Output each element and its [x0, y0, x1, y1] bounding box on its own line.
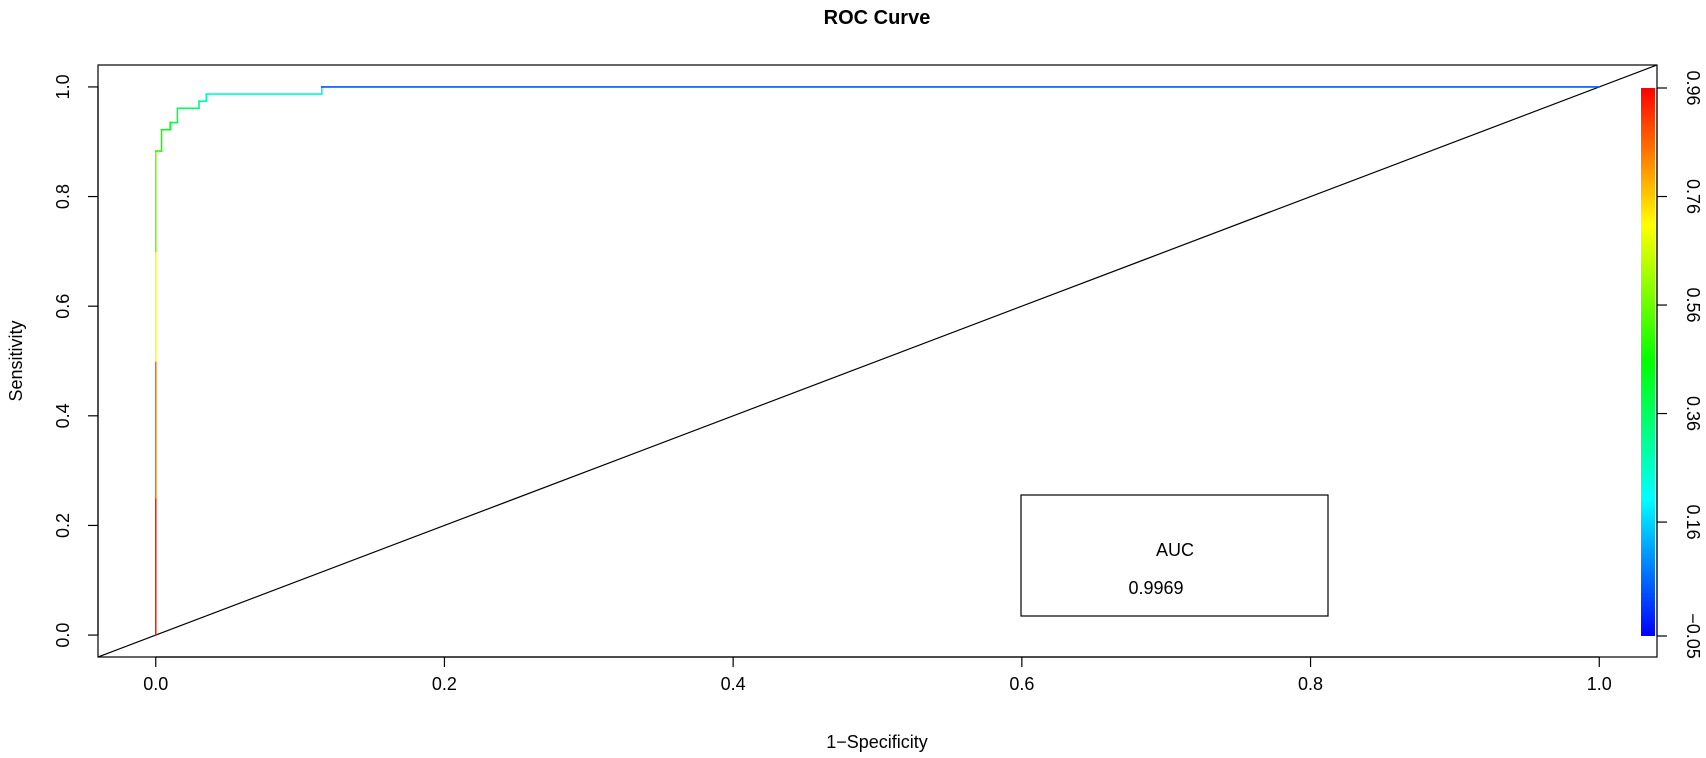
- y-tick-label: 0.2: [53, 513, 73, 538]
- colorbar-tick-label: −0.05: [1683, 613, 1703, 659]
- y-tick-label: 1.0: [53, 74, 73, 99]
- x-tick-label: 0.4: [721, 674, 746, 694]
- y-tick-label: 0.6: [53, 294, 73, 319]
- colorbar-tick-label: 0.96: [1683, 70, 1703, 105]
- x-tick-label: 1.0: [1587, 674, 1612, 694]
- x-axis: 0.0 0.2 0.4 0.6 0.8 1.0: [143, 656, 1612, 694]
- y-tick-label: 0.0: [53, 623, 73, 648]
- colorbar-tick-label: 0.56: [1683, 288, 1703, 323]
- chart-title: ROC Curve: [824, 7, 931, 29]
- colorbar-tick-label: 0.16: [1683, 505, 1703, 540]
- x-tick-label: 0.0: [143, 674, 168, 694]
- colorbar-strip: [1641, 88, 1655, 636]
- colorbar-tick-label: 0.76: [1683, 179, 1703, 214]
- colorbar: −0.05 0.16 0.36 0.56 0.76 0.96: [1641, 70, 1703, 659]
- x-tick-label: 0.6: [1009, 674, 1034, 694]
- x-tick-label: 0.8: [1298, 674, 1323, 694]
- colorbar-axis: −0.05 0.16 0.36 0.56 0.76 0.96: [1656, 70, 1703, 659]
- auc-legend-title: AUC: [1156, 540, 1194, 560]
- y-tick-label: 0.4: [53, 403, 73, 428]
- roc-curve: [154, 86, 1601, 636]
- x-axis-label: 1−Specificity: [826, 732, 928, 752]
- colorbar-tick-label: 0.36: [1683, 396, 1703, 431]
- y-axis-label: Sensitivity: [6, 320, 26, 401]
- auc-legend: AUC 0.9969: [1020, 494, 1329, 617]
- x-tick-label: 0.2: [432, 674, 457, 694]
- y-tick-label: 0.8: [53, 184, 73, 209]
- y-axis: 0.0 0.2 0.4 0.6 0.8 1.0: [53, 74, 99, 648]
- chance-diagonal-line: [98, 65, 1657, 657]
- auc-legend-box: [1020, 494, 1329, 617]
- auc-legend-value: 0.9969: [1128, 578, 1183, 598]
- plot-area: [98, 65, 1657, 657]
